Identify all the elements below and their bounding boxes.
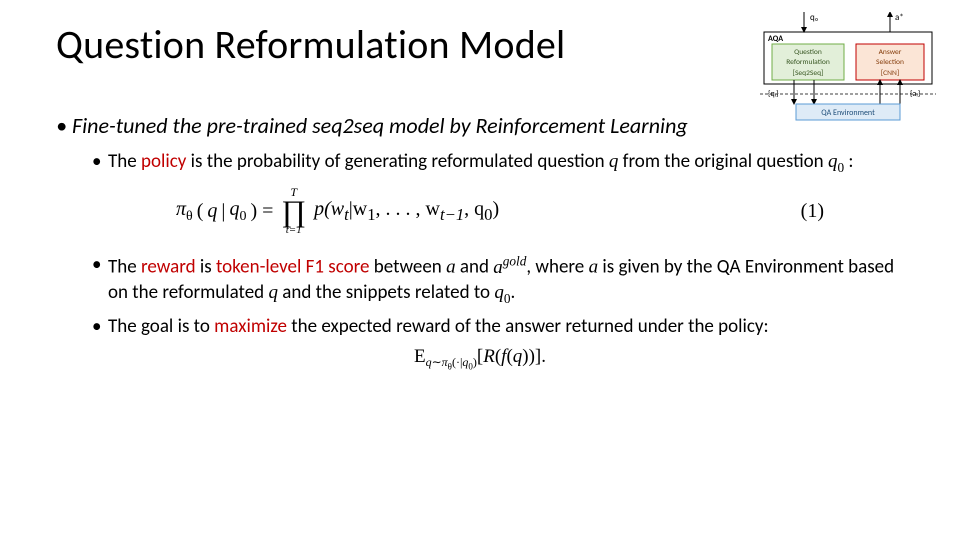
var-a-gold: agold bbox=[493, 257, 526, 278]
aqa-diagram: q₀ a* AQA Question Reformulation [Seq2Se… bbox=[760, 12, 936, 124]
as-line2: Selection bbox=[876, 58, 904, 67]
body: •Fine-tuned the pre-trained seq2seq mode… bbox=[56, 112, 904, 372]
var-q0: q0 bbox=[494, 282, 510, 303]
txt: from the original question bbox=[618, 150, 828, 173]
txt: The goal is to bbox=[108, 315, 214, 338]
product-symbol: T ∏ t=1 bbox=[281, 186, 306, 236]
txt: is bbox=[196, 256, 216, 279]
env-label: QA Environment bbox=[821, 108, 875, 118]
txt: and the snippets related to bbox=[278, 281, 494, 304]
label-a-star: a* bbox=[895, 12, 904, 23]
txt: The bbox=[108, 150, 141, 173]
var-a: a bbox=[446, 257, 456, 278]
label-q-set: {qᵢ} bbox=[768, 89, 779, 99]
bullet-dot: • bbox=[92, 149, 108, 177]
label-aqa: AQA bbox=[768, 34, 783, 44]
txt: : bbox=[844, 150, 853, 173]
sub-bullet-policy: • The policy is the probability of gener… bbox=[92, 149, 904, 177]
bullet-dot: • bbox=[92, 314, 108, 340]
equation-1: πθ(q|q0) = T ∏ t=1 p(wt|w1, . . . , wt−1… bbox=[176, 186, 904, 236]
txt: . bbox=[511, 281, 516, 304]
label-a-set: {aᵢ} bbox=[910, 89, 921, 99]
policy-word: policy bbox=[141, 150, 186, 173]
diagram-svg: q₀ a* AQA Question Reformulation [Seq2Se… bbox=[760, 12, 936, 124]
equation-2: Eq∼πθ(·|q0)[R(f(q))]. bbox=[56, 346, 904, 372]
txt: and bbox=[456, 256, 494, 279]
sub-bullet-reward: • The reward is token-level F1 score bet… bbox=[92, 252, 904, 308]
txt: The bbox=[108, 256, 141, 279]
reward-word: reward bbox=[141, 256, 196, 279]
bullet-main-text: Fine-tuned the pre-trained seq2seq model… bbox=[72, 112, 688, 139]
maximize-word: maximize bbox=[214, 315, 287, 338]
bullet-dot: • bbox=[92, 252, 108, 308]
txt: is the probability of generating reformu… bbox=[186, 150, 609, 173]
qr-line2: Reformulation bbox=[786, 58, 830, 67]
bullet-dot: • bbox=[56, 112, 72, 141]
equation-number-1: (1) bbox=[801, 200, 824, 223]
f1-phrase: token-level F1 score bbox=[216, 256, 370, 279]
txt: the expected reward of the answer return… bbox=[287, 315, 769, 338]
label-q0-top: q₀ bbox=[810, 12, 818, 23]
txt: between bbox=[369, 256, 446, 279]
var-q: q bbox=[609, 151, 619, 172]
slide: Question Reformulation Model q₀ a* AQA Q… bbox=[0, 0, 960, 540]
qr-line3: [Seq2Seq] bbox=[793, 68, 824, 78]
var-a2: a bbox=[589, 257, 599, 278]
as-line1: Answer bbox=[879, 48, 902, 57]
qr-line1: Question bbox=[794, 48, 822, 57]
sub-bullet-goal: • The goal is to maximize the expected r… bbox=[92, 314, 904, 340]
txt: , where bbox=[526, 256, 588, 279]
var-q0: q0 bbox=[828, 151, 844, 172]
var-q: q bbox=[268, 282, 278, 303]
as-line3: [CNN] bbox=[881, 68, 899, 78]
